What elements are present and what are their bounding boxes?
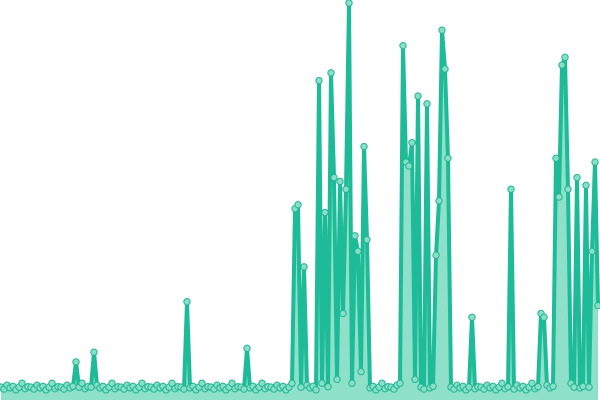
- data-point: [351, 232, 359, 240]
- data-point: [552, 154, 560, 162]
- data-point: [528, 379, 536, 387]
- data-point: [399, 41, 407, 50]
- data-point: [180, 385, 188, 393]
- data-point: [324, 383, 332, 391]
- data-point: [228, 379, 236, 387]
- data-point: [354, 247, 362, 256]
- data-point: [570, 383, 578, 391]
- data-point: [78, 379, 86, 387]
- data-point: [561, 53, 569, 62]
- data-point: [294, 201, 302, 209]
- data-point: [108, 379, 116, 387]
- data-point: [564, 185, 572, 193]
- data-point: [339, 309, 347, 318]
- data-point: [342, 185, 350, 193]
- data-point: [183, 298, 191, 306]
- data-point: [408, 138, 416, 147]
- data-point: [435, 197, 443, 205]
- data-point: [507, 185, 515, 193]
- data-point: [18, 379, 26, 387]
- data-point: [558, 61, 566, 69]
- data-point: [591, 158, 599, 166]
- data-point: [297, 383, 305, 391]
- data-point: [411, 375, 419, 384]
- data-point: [498, 379, 506, 387]
- data-point: [555, 193, 563, 201]
- data-point: [357, 367, 365, 376]
- data-point: [168, 379, 176, 387]
- data-point: [69, 382, 77, 391]
- data-point: [258, 379, 266, 387]
- data-point: [534, 383, 542, 391]
- data-point: [90, 348, 98, 356]
- data-point: [198, 379, 206, 387]
- data-point: [345, 0, 353, 7]
- data-point: [549, 382, 557, 391]
- data-point: [288, 379, 296, 387]
- data-point: [240, 385, 248, 393]
- data-point: [330, 173, 338, 182]
- data-point: [336, 177, 344, 186]
- data-point: [48, 379, 56, 387]
- data-point: [138, 379, 146, 387]
- data-point: [378, 379, 386, 387]
- data-point: [540, 313, 548, 321]
- data-point: [321, 208, 329, 217]
- data-point: [420, 385, 428, 393]
- data-point: [360, 142, 368, 151]
- data-point: [504, 383, 512, 391]
- data-point: [318, 379, 326, 387]
- data-point: [582, 181, 590, 190]
- data-point: [594, 301, 600, 310]
- data-point: [87, 383, 95, 391]
- data-point: [363, 235, 371, 244]
- data-point: [432, 251, 440, 259]
- data-point: [315, 76, 323, 85]
- data-point: [327, 69, 335, 77]
- data-point: [438, 26, 446, 34]
- series-line: [0, 1, 600, 392]
- data-point: [300, 263, 308, 271]
- data-point: [444, 154, 452, 162]
- data-point: [465, 383, 473, 391]
- data-point: [423, 100, 431, 108]
- data-point: [429, 382, 437, 391]
- data-point: [468, 313, 476, 321]
- data-point: [414, 92, 422, 100]
- data-point: [585, 383, 593, 391]
- data-point: [333, 375, 341, 384]
- data-point: [573, 173, 581, 182]
- data-point: [243, 344, 251, 353]
- data-point: [405, 162, 413, 170]
- data-point: [312, 386, 320, 394]
- data-point: [579, 382, 587, 391]
- data-point: [396, 379, 404, 387]
- data-point: [441, 65, 449, 73]
- data-point: [72, 358, 80, 366]
- data-point: [588, 247, 596, 256]
- data-point: [348, 379, 356, 387]
